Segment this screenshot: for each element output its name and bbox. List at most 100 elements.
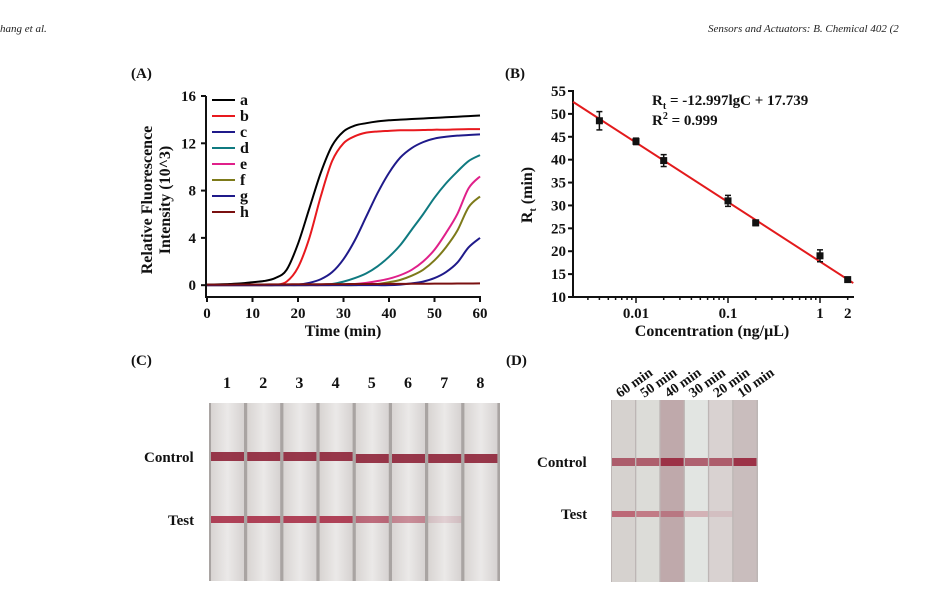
c-control-band: [319, 452, 353, 461]
b-y-tick-label: 10: [551, 290, 566, 306]
c-control-band: [392, 454, 425, 463]
b-fit-line: [572, 101, 854, 284]
c-test-band: [247, 516, 281, 523]
b-data-point: [752, 219, 760, 227]
running-header-journal: Sensors and Actuators: B. Chemical 402 (…: [708, 23, 899, 35]
legend-label-d: d: [240, 140, 249, 157]
c-lane-number: 1: [223, 375, 231, 392]
c-strip-8: [464, 403, 498, 581]
d-strip: [636, 400, 660, 582]
c-control-band: [355, 454, 389, 463]
a-x-tick-label: 60: [473, 306, 488, 322]
d-strip: [684, 400, 708, 582]
b-point-marker: [595, 117, 603, 125]
panel-label-b: (B): [505, 66, 525, 82]
panel-label-d: (D): [506, 353, 527, 369]
b-y-tick-label: 50: [551, 107, 566, 123]
b-point-marker: [844, 276, 852, 284]
legend-label-a: a: [240, 92, 248, 109]
panel-label-c: (C): [131, 353, 152, 369]
b-data-point: [844, 276, 852, 284]
c-strip-3: [283, 403, 317, 581]
c-control-band: [247, 452, 281, 461]
b-equation: Rt = -12.997lgC + 17.739: [652, 93, 808, 112]
a-y-tick-label: 4: [189, 231, 197, 247]
b-y-tick-label: 40: [551, 153, 566, 169]
c-strip-6: [392, 403, 425, 581]
d-strip: [709, 400, 733, 582]
d-strip: [660, 400, 684, 582]
a-y-tick-label: 8: [189, 184, 197, 200]
b-data-point: [660, 153, 668, 168]
c-strip-4: [319, 403, 353, 581]
c-lane-number: 2: [259, 375, 267, 392]
c-lane-number: 3: [295, 375, 303, 392]
b-x-tick-label: 0.1: [719, 306, 738, 322]
b-r-squared: R2 = 0.999: [652, 111, 718, 129]
c-control-band: [464, 454, 498, 463]
c-test-band: [211, 516, 244, 523]
d-strip: [612, 400, 635, 582]
d-control-band: [684, 458, 708, 466]
b-point-marker: [816, 252, 824, 260]
c-test-label: Test: [168, 513, 194, 529]
c-lane-number: 5: [368, 375, 376, 392]
c-strip-2: [247, 403, 281, 581]
b-y-tick-label: 20: [551, 244, 566, 260]
c-lane-number: 8: [476, 375, 484, 392]
b-y-tick-label: 45: [551, 130, 566, 146]
c-control-band: [211, 452, 244, 461]
running-header-authors: hang et al.: [0, 23, 47, 35]
chart-b-standard-curve: 10 15 20 25 30 35 40 45 50 55 0.01 0.1 1 2 Rt = -12.9…: [519, 84, 854, 340]
b-y-tick-label: 25: [551, 221, 566, 237]
c-test-band: [428, 516, 462, 523]
panel-label-a: (A): [131, 66, 152, 82]
legend-label-f: f: [240, 172, 246, 189]
b-y-tick-label: 35: [551, 176, 566, 192]
a-y-tick-label: 16: [181, 89, 197, 105]
legend-label-h: h: [240, 204, 249, 221]
c-control-label: Control: [144, 450, 194, 466]
d-test-band: [684, 511, 708, 517]
legend-label-e: e: [240, 156, 247, 173]
a-y-tick-label: 12: [181, 136, 196, 152]
d-test-band: [709, 511, 733, 517]
c-lane-number: 6: [404, 375, 412, 392]
b-point-marker: [660, 157, 668, 165]
a-x-tick-label: 10: [245, 306, 260, 322]
d-control-band: [709, 458, 733, 466]
b-data-point: [724, 194, 732, 208]
legend-label-c: c: [240, 124, 247, 141]
b-point-marker: [632, 137, 640, 145]
c-test-band: [392, 516, 425, 523]
a-x-tick-label: 30: [336, 306, 351, 322]
legend-label-g: g: [240, 188, 248, 205]
series-line-a: [206, 114, 481, 286]
c-test-band: [283, 516, 317, 523]
a-y-label-2: Intensity (10^3): [157, 146, 174, 254]
b-y-tick-label: 15: [551, 267, 566, 283]
a-x-tick-label: 20: [291, 306, 306, 322]
c-test-band: [355, 516, 389, 523]
d-control-band: [733, 458, 757, 466]
d-test-label: Test: [561, 507, 587, 523]
d-test-band: [636, 511, 660, 517]
c-lane-number: 4: [332, 375, 340, 392]
b-point-marker: [752, 219, 760, 227]
c-test-band: [319, 516, 353, 523]
d-control-band: [660, 458, 684, 466]
a-x-tick-label: 0: [203, 306, 211, 322]
a-x-tick-label: 40: [382, 306, 397, 322]
c-control-band: [428, 454, 462, 463]
b-data-point: [632, 137, 640, 146]
d-strip: [733, 400, 757, 582]
c-lane-number: 7: [440, 375, 448, 392]
b-x-tick-label: 2: [844, 306, 852, 322]
b-x-tick-label: 0.01: [623, 306, 649, 322]
b-y-tick-label: 55: [551, 84, 566, 100]
d-control-band: [612, 458, 635, 466]
b-data-point: [595, 110, 603, 131]
c-strip-5: [355, 403, 389, 581]
